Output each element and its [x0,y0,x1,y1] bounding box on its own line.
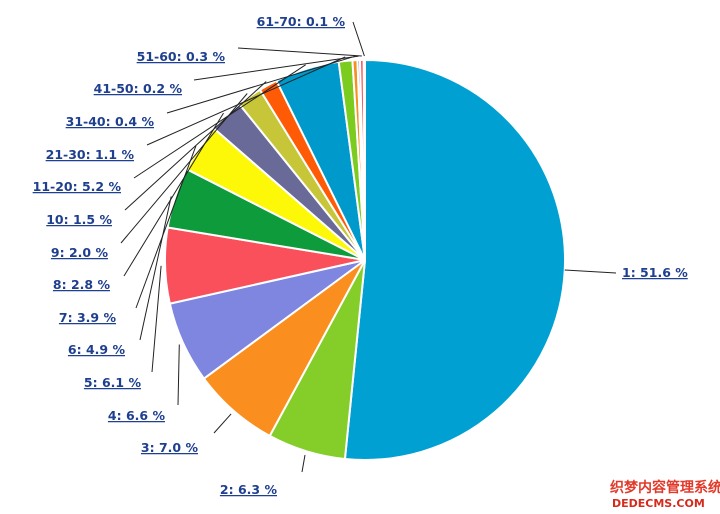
leader-line-41-50 [193,55,359,81]
slice-label-11-20: 11-20: 5.2 % [33,179,122,194]
leader-line-8 [123,112,224,277]
slice-label-4: 4: 6.6 % [108,408,166,423]
leader-line-6 [139,196,172,341]
slice-labels: 1: 51.6 % 2: 6.3 % 3: 7.0 % 4: 6.6 % 5: 6.1 … [33,14,689,497]
leader-line-7 [135,145,197,309]
slice-label-51-60: 51-60: 0.3 % [137,49,226,64]
slice-label-31-40: 31-40: 0.4 % [66,114,155,129]
leader-line-31-40 [166,55,355,114]
slice-label-2: 2: 6.3 % [220,482,278,497]
leader-line-61-70 [352,21,365,57]
pie-slices [163,58,566,461]
slice-label-9: 9: 2.0 % [51,245,109,260]
leader-line-51-60 [237,47,362,57]
slice-label-41-50: 41-50: 0.2 % [94,81,183,96]
pie-slice-61-70 [362,58,366,261]
pie-slice-1 [343,58,566,461]
slice-label-6: 6: 4.9 % [68,342,126,357]
slice-label-1: 1: 51.6 % [622,265,688,280]
leader-line-5 [151,265,162,373]
watermark: 织梦内容管理系统 DEDECMS.COM [606,474,720,512]
slice-label-7: 7: 3.9 % [59,310,117,325]
leader-line-1 [564,269,617,274]
watermark-background [606,474,716,512]
watermark-line1: 织梦内容管理系统 [610,479,720,496]
leader-line-21-30 [146,56,346,146]
slice-label-21-30: 21-30: 1.1 % [46,147,135,162]
leader-line-4 [177,344,180,406]
slice-label-61-70: 61-70: 0.1 % [257,14,346,29]
slice-label-5: 5: 6.1 % [84,375,142,390]
leader-line-3 [213,413,232,434]
slice-label-10: 10: 1.5 % [46,212,112,227]
leader-lines [120,21,617,473]
slice-label-8: 8: 2.8 % [53,277,111,292]
leader-line-2 [301,454,306,473]
watermark-line2: DEDECMS.COM [612,497,705,510]
slice-label-3: 3: 7.0 % [141,440,199,455]
leader-line-11-20 [133,64,306,179]
